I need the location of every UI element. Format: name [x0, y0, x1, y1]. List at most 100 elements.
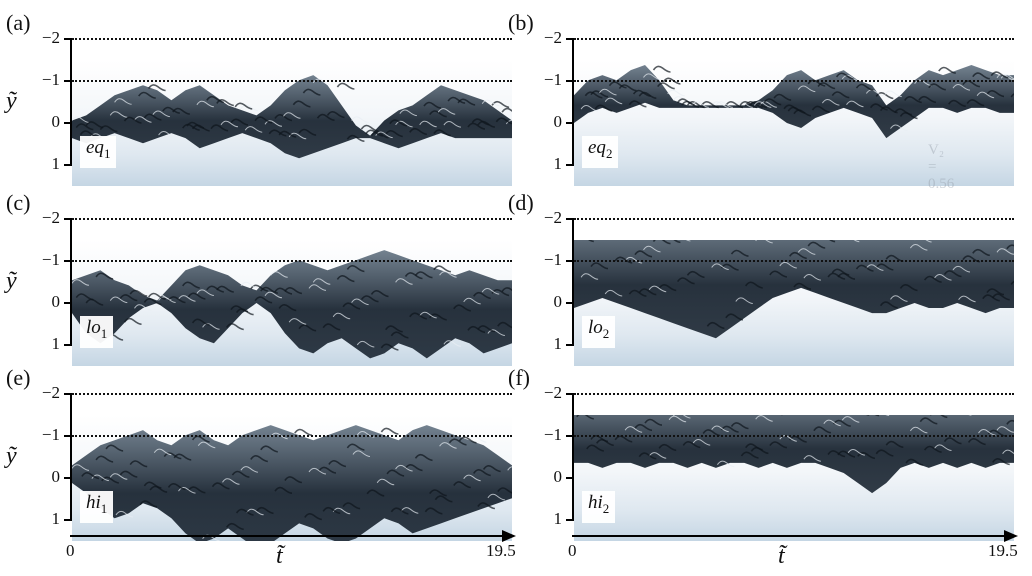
texture-streak: [72, 279, 90, 286]
texture-streak: [254, 296, 273, 304]
case-tag: hi1: [80, 491, 114, 523]
texture-streak: [1010, 280, 1014, 285]
texture-streak: [139, 500, 158, 508]
texture-streak: [745, 281, 763, 289]
turbulent-layer: [574, 240, 1014, 339]
texture-streak: [187, 486, 206, 494]
texture-streak: [477, 325, 495, 333]
texture-streak: [978, 429, 996, 436]
texture-streak: [210, 124, 229, 132]
texture-streak: [370, 131, 389, 139]
texture-streak: [294, 428, 312, 436]
texture-streak: [129, 289, 148, 297]
texture-streak: [386, 469, 405, 477]
dotted-reference-line: [574, 80, 1014, 82]
texture-streak: [342, 302, 361, 310]
texture-streak: [404, 272, 423, 280]
y-axis-line: [70, 38, 72, 166]
texture-streak: [284, 476, 302, 484]
texture-streak: [745, 443, 763, 451]
texture-streak: [692, 439, 711, 446]
texture-streak: [996, 73, 1014, 81]
texture-streak: [986, 288, 1005, 296]
texture-streak: [114, 98, 132, 105]
texture-streak: [191, 318, 210, 326]
texture-streak: [332, 507, 351, 515]
y-tick-label: −2: [543, 208, 562, 227]
texture-streak: [270, 432, 288, 440]
texture-streak: [182, 123, 200, 131]
texture-streak: [129, 460, 148, 468]
texture-streak: [1006, 419, 1014, 425]
texture-streak: [769, 441, 787, 449]
turbulent-region-svg: [72, 75, 512, 159]
texture-streak: [823, 419, 841, 427]
case-tag-subscript: 1: [103, 145, 111, 161]
texture-streak: [143, 481, 162, 489]
texture-streak: [686, 270, 705, 279]
texture-streak: [216, 285, 234, 293]
texture-streak: [711, 263, 729, 270]
texture-streak: [662, 240, 681, 244]
texture-streak: [831, 268, 850, 276]
texture-streak: [385, 325, 403, 333]
y-axis-line: [572, 218, 574, 346]
texture-streak: [855, 264, 874, 272]
texture-streak: [206, 285, 224, 293]
texture-streak: [869, 103, 888, 111]
texture-streak: [308, 467, 327, 475]
texture-streak: [105, 444, 124, 452]
texture-streak: [211, 482, 230, 490]
texture-streak: [821, 99, 840, 106]
texture-streak: [292, 100, 311, 108]
y-tick-label: −1: [41, 70, 60, 89]
texture-streak: [1010, 93, 1014, 98]
texture-streak: [590, 262, 609, 270]
texture-streak: [254, 116, 273, 124]
texture-streak: [134, 304, 152, 311]
case-tag-subscript: 1: [100, 500, 108, 516]
texture-streak: [711, 101, 729, 108]
texture-streak: [789, 435, 807, 443]
y-tick-label: −2: [41, 28, 60, 47]
texture-streak: [833, 419, 851, 427]
texture-streak: [443, 121, 461, 128]
texture-streak: [831, 91, 850, 99]
panel-label: (d): [508, 190, 534, 215]
texture-streak: [482, 465, 501, 473]
texture-streak: [948, 99, 966, 107]
texture-streak: [240, 466, 258, 473]
texture-streak: [976, 91, 995, 99]
time-axis-title: t̃: [276, 543, 283, 569]
texture-streak: [255, 506, 274, 515]
texture-streak: [429, 313, 447, 321]
y-tick: [64, 260, 72, 262]
texture-streak: [818, 240, 836, 243]
y-tick-label: −2: [543, 383, 562, 402]
texture-streak: [934, 444, 952, 451]
texture-streak: [996, 248, 1014, 255]
texture-streak: [196, 289, 214, 296]
texture-streak: [109, 296, 128, 304]
texture-streak: [875, 263, 894, 271]
texture-streak: [730, 249, 749, 257]
turbulent-region-svg: [574, 240, 1014, 339]
texture-streak: [72, 116, 90, 123]
texture-streak: [352, 450, 371, 457]
texture-streak: [755, 415, 773, 422]
texture-streak: [246, 508, 264, 516]
texture-streak: [143, 298, 162, 306]
texture-streak: [853, 240, 860, 243]
texture-streak: [628, 289, 647, 297]
texture-streak: [923, 445, 942, 453]
texture-streak: [240, 281, 258, 289]
y-tick-label: −1: [543, 425, 562, 444]
texture-streak: [351, 116, 369, 123]
y-tick: [566, 302, 574, 304]
texture-streak: [433, 265, 451, 273]
texture-streak: [375, 131, 393, 139]
dotted-reference-line: [574, 393, 1014, 395]
case-tag-base: eq: [86, 137, 104, 158]
texture-streak: [584, 91, 603, 99]
texture-streak: [885, 415, 890, 416]
